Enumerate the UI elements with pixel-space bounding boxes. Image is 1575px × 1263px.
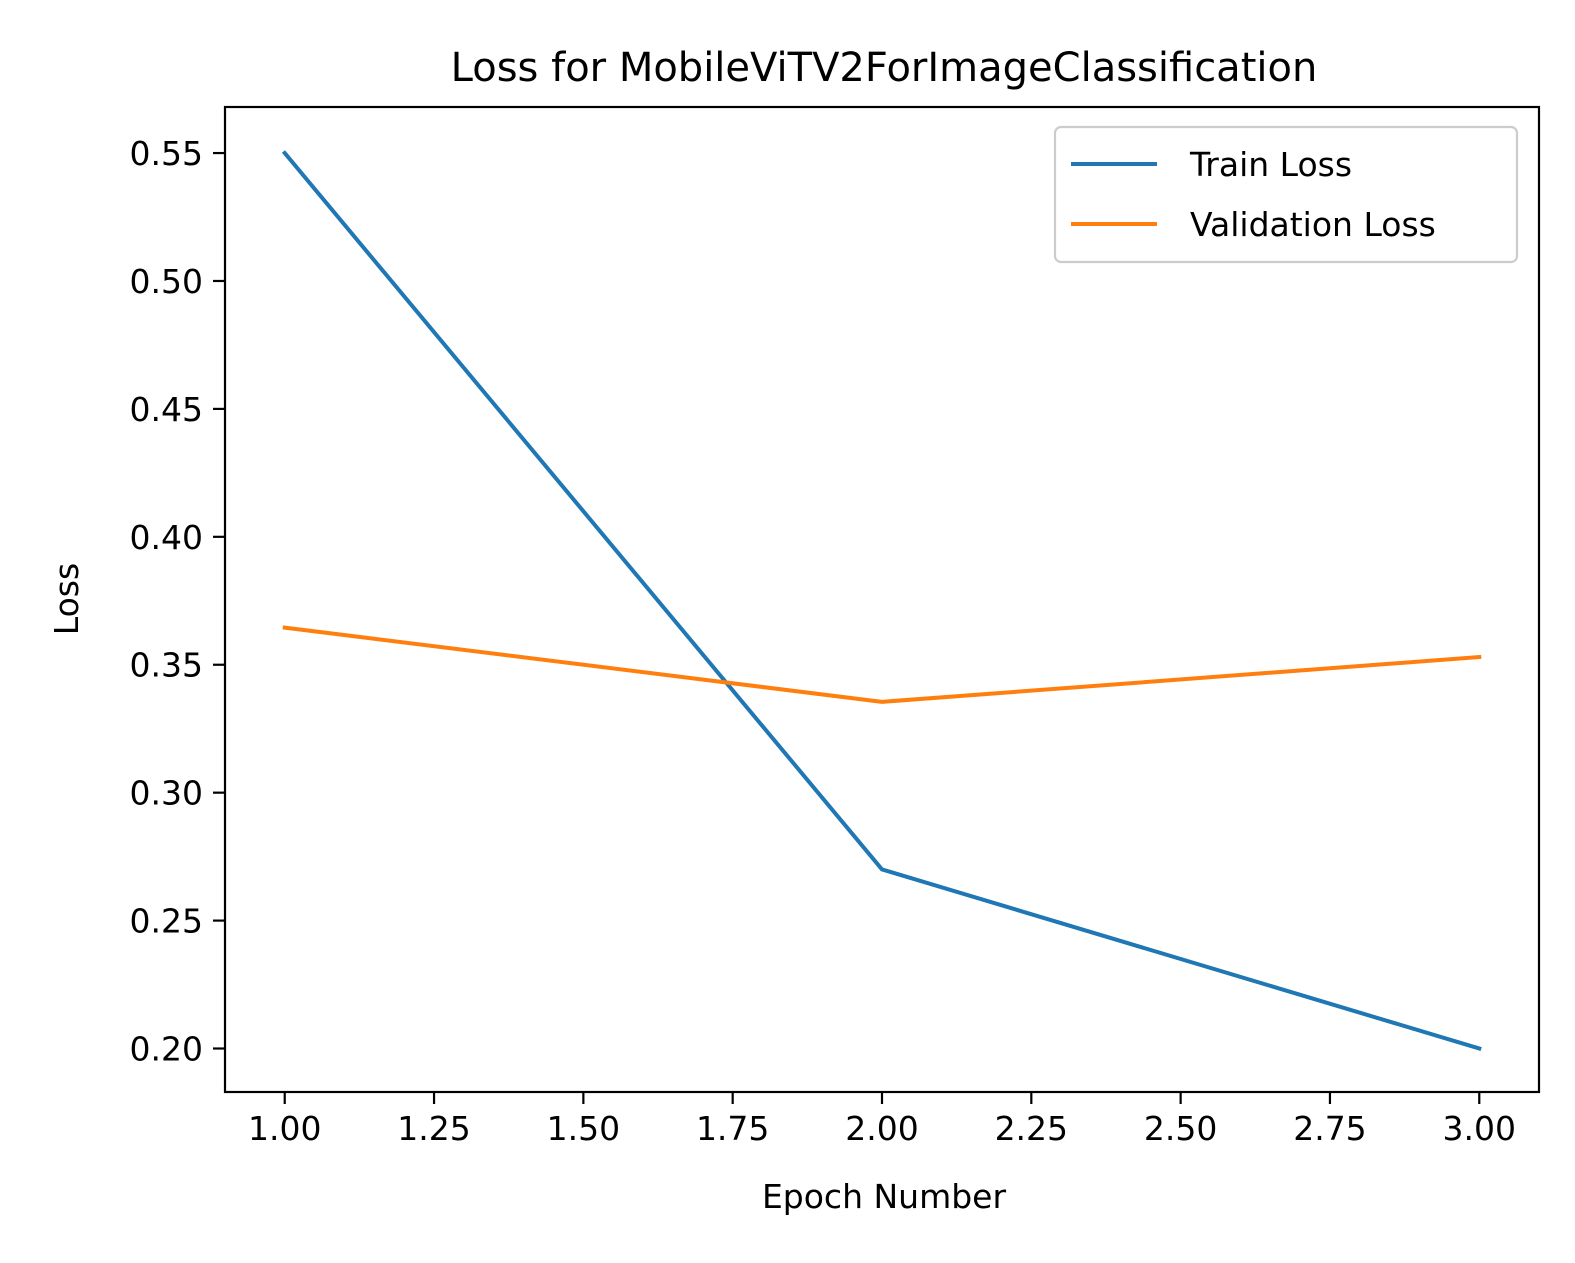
y-tick-label: 0.45 bbox=[130, 390, 203, 429]
chart-title: Loss for MobileViTV2ForImageClassificati… bbox=[451, 45, 1318, 91]
x-tick-label: 1.25 bbox=[397, 1109, 470, 1148]
x-axis-label: Epoch Number bbox=[762, 1177, 1007, 1216]
legend-label-1: Validation Loss bbox=[1190, 205, 1436, 244]
legend: Train Loss Validation Loss bbox=[1053, 125, 1519, 264]
legend-label-0: Train Loss bbox=[1189, 145, 1352, 184]
x-tick-label: 1.50 bbox=[547, 1109, 620, 1148]
y-tick-label: 0.50 bbox=[130, 262, 203, 301]
legend-box bbox=[1053, 125, 1519, 264]
series-line-0 bbox=[281, 150, 1482, 1052]
x-tick-label: 3.00 bbox=[1443, 1109, 1516, 1148]
series-line-1 bbox=[282, 625, 1482, 704]
y-tick-label: 0.20 bbox=[130, 1030, 203, 1069]
y-tick-label: 0.30 bbox=[130, 774, 203, 813]
y-tick-label: 0.35 bbox=[130, 646, 203, 685]
x-tick-label: 1.00 bbox=[248, 1109, 321, 1148]
x-tick-label: 1.75 bbox=[696, 1109, 769, 1148]
x-tick-label: 2.25 bbox=[995, 1109, 1068, 1148]
x-tick-label: 2.75 bbox=[1293, 1109, 1366, 1148]
x-axis-ticks: 1.00 1.25 1.50 1.75 2.00 2.25 2.50 2.75 3.00 bbox=[248, 1092, 1516, 1148]
y-tick-label: 0.25 bbox=[130, 902, 203, 941]
plot-area bbox=[281, 150, 1482, 1052]
x-tick-label: 2.00 bbox=[845, 1109, 918, 1148]
y-tick-label: 0.40 bbox=[130, 518, 203, 557]
y-axis-label: Loss bbox=[47, 563, 86, 635]
y-axis-ticks: 0.20 0.25 0.30 0.35 0.40 0.45 0.50 0.55 bbox=[130, 134, 225, 1069]
x-tick-label: 2.50 bbox=[1144, 1109, 1217, 1148]
y-tick-label: 0.55 bbox=[130, 134, 203, 173]
